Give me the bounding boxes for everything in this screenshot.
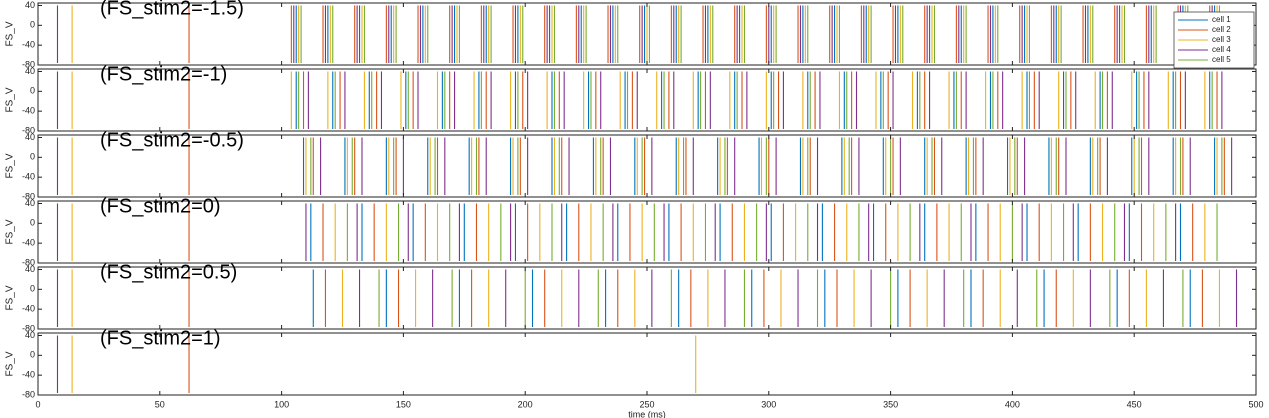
x-axis-label: time (ms)	[628, 409, 666, 418]
y-tick-label: -40	[22, 304, 35, 314]
legend-label: cell 5	[1212, 55, 1231, 64]
y-tick-label: 0	[30, 284, 35, 294]
y-tick-label: -40	[22, 172, 35, 182]
axes-background	[38, 69, 1256, 131]
axes-background	[38, 267, 1256, 329]
panel: -80 -40 0 40 FS_V (FS_stim2=-1)	[5, 63, 1257, 135]
y-axis-label: FS_V	[5, 219, 16, 244]
legend-label: cell 1	[1212, 15, 1231, 24]
panel: -80 -40 0 40 FS_V (FS_stim2=0)	[5, 195, 1257, 267]
x-tick-label: 450	[1127, 399, 1142, 409]
x-tick-label: 250	[639, 399, 654, 409]
axes-background	[38, 201, 1256, 263]
y-tick-label: 40	[25, 264, 35, 274]
axes-background	[38, 135, 1256, 197]
y-tick-label: -40	[22, 370, 35, 380]
y-axis-label: FS_V	[5, 153, 16, 178]
y-axis-label: FS_V	[5, 21, 16, 46]
x-tick-label: 100	[274, 399, 289, 409]
panel-title: (FS_stim2=0)	[100, 195, 221, 217]
y-tick-label: -80	[22, 257, 35, 267]
y-tick-label: 0	[30, 86, 35, 96]
x-tick-label: 150	[396, 399, 411, 409]
x-tick-label: 350	[883, 399, 898, 409]
y-tick-label: 40	[25, 66, 35, 76]
panel-title: (FS_stim2=-0.5)	[100, 129, 244, 151]
y-tick-label: 0	[30, 218, 35, 228]
y-tick-label: 40	[25, 330, 35, 340]
panel: -80 -40 0 40 FS_V (FS_stim2=0.5)	[5, 261, 1257, 333]
y-tick-label: -80	[22, 323, 35, 333]
y-tick-label: 40	[25, 132, 35, 142]
axes-background	[38, 333, 1256, 395]
y-tick-label: -40	[22, 238, 35, 248]
y-tick-label: 40	[25, 0, 35, 10]
y-tick-label: -40	[22, 106, 35, 116]
y-tick-label: -80	[22, 389, 35, 399]
y-tick-label: 0	[30, 152, 35, 162]
y-tick-label: -80	[22, 59, 35, 69]
panel: -80 -40 0 40 FS_V (FS_stim2=-1.5)	[5, 0, 1257, 69]
legend-label: cell 4	[1212, 45, 1231, 54]
x-tick-label: 400	[1005, 399, 1020, 409]
x-tick-label: 300	[761, 399, 776, 409]
x-tick-label: 500	[1248, 399, 1263, 409]
panel: -80 -40 0 40 FS_V (FS_stim2=-0.5)	[5, 129, 1257, 201]
panel-title: (FS_stim2=-1.5)	[100, 0, 244, 19]
y-axis-label: FS_V	[5, 351, 16, 376]
x-tick-label: 200	[518, 399, 533, 409]
y-tick-label: 0	[30, 350, 35, 360]
panel-title: (FS_stim2=1)	[100, 327, 221, 349]
x-tick-label: 0	[35, 399, 40, 409]
y-tick-label: 40	[25, 198, 35, 208]
y-tick-label: -80	[22, 125, 35, 135]
panel-title: (FS_stim2=0.5)	[100, 261, 237, 283]
y-tick-label: 0	[30, 20, 35, 30]
x-tick-label: 50	[155, 399, 165, 409]
legend-label: cell 3	[1212, 35, 1231, 44]
y-axis-label: FS_V	[5, 285, 16, 310]
y-tick-label: -80	[22, 191, 35, 201]
y-tick-label: -40	[22, 40, 35, 50]
legend-label: cell 2	[1212, 25, 1231, 34]
panel-title: (FS_stim2=-1)	[100, 63, 227, 85]
y-axis-label: FS_V	[5, 87, 16, 112]
